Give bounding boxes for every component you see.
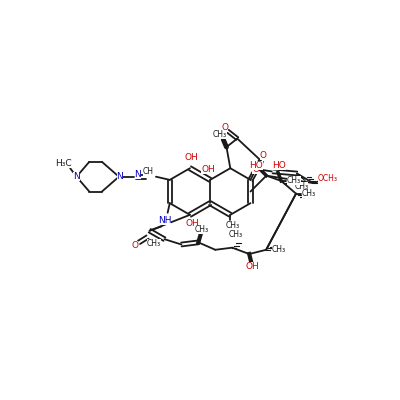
Text: CH₃: CH₃ [194,225,208,234]
Text: O: O [131,241,138,250]
Text: CH₃: CH₃ [225,221,240,230]
Text: O: O [260,151,267,160]
Text: N: N [135,170,141,179]
Text: CH₃: CH₃ [294,182,308,191]
Text: CH₃: CH₃ [147,239,161,248]
Text: CH₃: CH₃ [287,176,301,186]
Text: CH₃: CH₃ [228,230,242,240]
Text: CH₃: CH₃ [272,245,286,254]
Text: HO: HO [249,160,263,170]
Text: CH₃: CH₃ [213,130,227,139]
Text: OH: OH [185,219,199,228]
Text: OCH₃: OCH₃ [318,174,338,183]
Text: O: O [221,124,228,132]
Text: HO: HO [272,160,286,170]
Text: NH: NH [158,216,171,225]
Text: OH: OH [201,165,215,174]
Text: OH: OH [184,153,198,162]
Text: N: N [73,172,80,181]
Text: CH: CH [143,167,154,176]
Text: N: N [116,172,123,181]
Text: OH: OH [246,262,259,271]
Text: CH₃: CH₃ [302,189,316,198]
Text: H₃C: H₃C [56,160,72,168]
Text: O: O [252,165,259,174]
